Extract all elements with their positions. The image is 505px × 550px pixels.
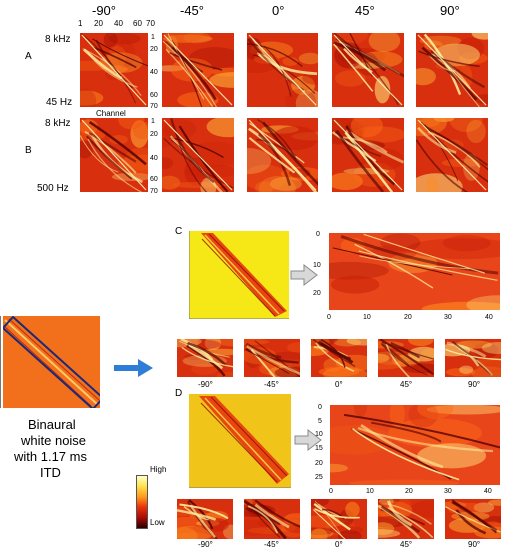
side-tick: 70: [150, 103, 158, 110]
noise-panel: [1, 315, 105, 411]
side-tick: 60: [150, 92, 158, 99]
panel-d-x-tick: 0: [329, 488, 333, 495]
panel-c-y-tick: 0: [316, 231, 320, 238]
panel-c-zoom: [329, 233, 500, 310]
panel-c-small-3: [311, 339, 367, 377]
side-tick: 40: [150, 69, 158, 76]
panel-c-x-tick: 20: [404, 314, 412, 321]
panel-b-4: [332, 118, 404, 192]
row-b-freq-bottom: 500 Hz: [37, 183, 69, 194]
angle-header: 45°: [355, 3, 375, 18]
side-tick: 40: [150, 155, 158, 162]
panel-d-label: D: [175, 388, 183, 399]
panel-c-angle: -90°: [198, 380, 213, 389]
panel-a-5: [416, 33, 488, 107]
panel-c-angle: 90°: [468, 380, 481, 389]
panel-c-x-tick: 30: [444, 314, 452, 321]
colorbar: [136, 475, 148, 529]
row-a-freq-top: 8 kHz: [45, 34, 71, 45]
row-b-freq-top: 8 kHz: [45, 118, 71, 129]
colorbar-high-label: High: [150, 465, 167, 474]
top-tick: 40: [114, 19, 123, 28]
panel-c-small-1: [177, 339, 233, 377]
panel-c-y-tick: 10: [313, 262, 321, 269]
panel-d-input: [189, 394, 291, 489]
panel-d-small-5: [445, 499, 501, 539]
panel-b-1: [80, 118, 148, 192]
panel-c-label: C: [175, 226, 183, 237]
noise-diagonal-plot: [1, 315, 105, 411]
channel-label: Channel: [96, 109, 126, 118]
panel-d-x-tick: 40: [484, 488, 492, 495]
angle-header: -90°: [92, 3, 116, 18]
panel-d-angle: 45°: [400, 540, 413, 549]
panel-d-x-tick: 20: [405, 488, 413, 495]
panel-c-x-tick: 0: [327, 314, 331, 321]
top-tick: 60: [133, 19, 142, 28]
panel-d-small-2: [244, 499, 300, 539]
panel-d-angle: -90°: [198, 540, 213, 549]
panel-d-small-3: [311, 499, 367, 539]
panel-c-small-2: [244, 339, 300, 377]
noise-caption-line: with 1.17 ms: [14, 449, 87, 464]
row-b-label: B: [25, 145, 32, 156]
panel-d-x-tick: 10: [366, 488, 374, 495]
panel-a-4: [332, 33, 404, 107]
panel-a-3: [247, 33, 318, 107]
panel-d-y-tick: 0: [318, 404, 322, 411]
angle-header: 90°: [440, 3, 460, 18]
panel-c-x-tick: 40: [485, 314, 493, 321]
panel-d-y-tick: 10: [315, 431, 323, 438]
panel-d-x-tick: 30: [444, 488, 452, 495]
angle-header: -45°: [180, 3, 204, 18]
panel-c-angle: -45°: [264, 380, 279, 389]
panel-d-zoom: [330, 405, 500, 485]
panel-c-angle: 45°: [400, 380, 413, 389]
panel-d-zoom-arrow-icon: [294, 428, 322, 452]
top-tick: 1: [78, 19, 83, 28]
panel-c-zoom-arrow-icon: [290, 263, 318, 287]
side-tick: 20: [150, 131, 158, 138]
panel-c-input: [188, 231, 289, 320]
row-a-label: A: [25, 51, 32, 62]
noise-caption-line: Binaural: [28, 417, 76, 432]
panel-d-y-tick: 15: [315, 445, 323, 452]
angle-header: 0°: [272, 3, 285, 18]
noise-caption-line: white noise: [21, 433, 87, 448]
panel-c-small-5: [445, 339, 501, 377]
panel-d-y-tick: 25: [315, 474, 323, 481]
side-tick: 20: [150, 46, 158, 53]
noise-caption-line: ITD: [40, 465, 61, 480]
side-tick: 60: [150, 176, 158, 183]
panel-b-5: [416, 118, 488, 192]
top-tick: 20: [94, 19, 103, 28]
top-tick: 70: [146, 19, 155, 28]
panel-b-2: [162, 118, 234, 192]
panel-b-3: [247, 118, 318, 192]
noise-axis-ticks: [0, 316, 4, 408]
panel-d-angle: 90°: [468, 540, 481, 549]
colorbar-low-label: Low: [150, 518, 165, 527]
side-tick: 1: [151, 118, 155, 125]
panel-d-angle: 0°: [335, 540, 343, 549]
panel-d-y-tick: 5: [318, 418, 322, 425]
panel-d-angle: -45°: [264, 540, 279, 549]
panel-c-angle: 0°: [335, 380, 343, 389]
panel-d-small-4: [378, 499, 434, 539]
panel-d-y-tick: 20: [315, 460, 323, 467]
side-tick: 1: [151, 34, 155, 41]
panel-c-x-tick: 10: [363, 314, 371, 321]
panel-c-small-4: [378, 339, 434, 377]
panel-a-1: [80, 33, 148, 107]
panel-c-y-tick: 20: [313, 290, 321, 297]
side-tick: 70: [150, 188, 158, 195]
blue-arrow-icon: [114, 358, 154, 378]
panel-d-small-1: [177, 499, 233, 539]
panel-a-2: [162, 33, 234, 107]
row-a-freq-bottom: 45 Hz: [46, 97, 73, 108]
